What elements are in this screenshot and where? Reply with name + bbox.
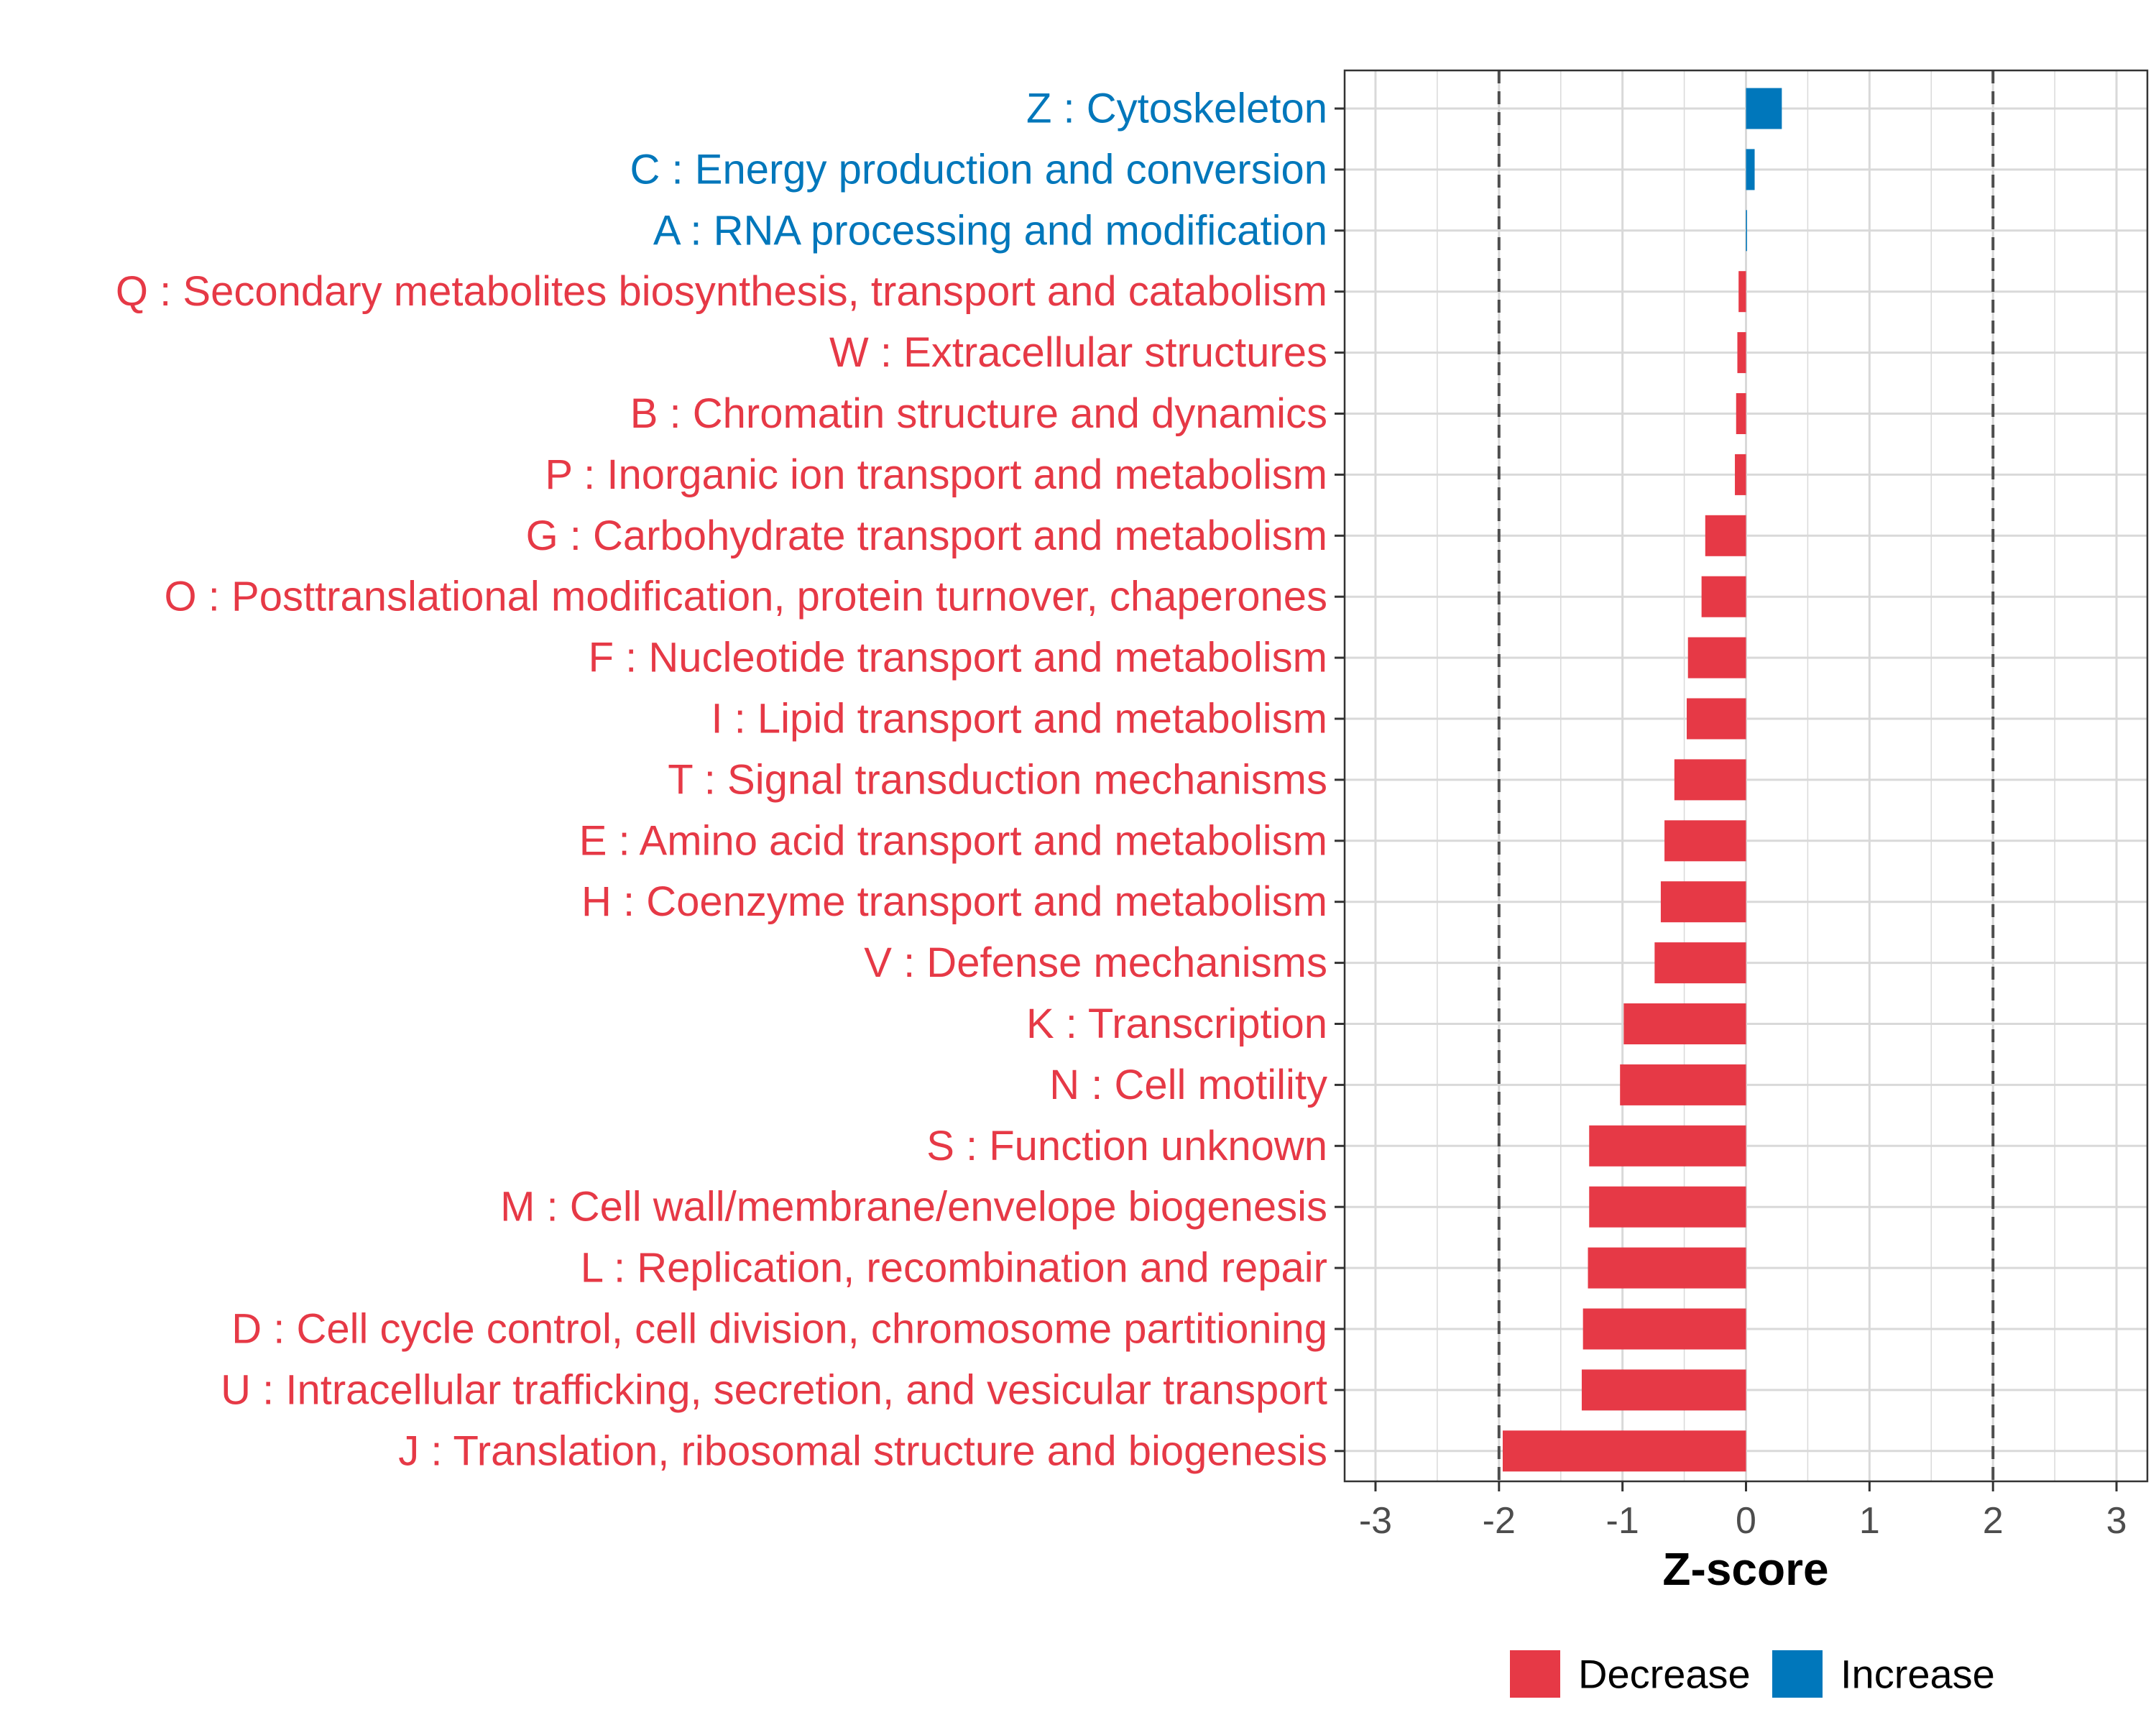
- category-label: L : Replication, recombination and repai…: [581, 1245, 1327, 1292]
- x-tick-label: 1: [1859, 1500, 1880, 1542]
- category-label: F : Nucleotide transport and metabolism: [589, 635, 1327, 681]
- bar: [1589, 1125, 1746, 1167]
- x-axis-title: Z-score: [1662, 1543, 1828, 1595]
- bar: [1583, 1308, 1746, 1350]
- bar: [1620, 1064, 1746, 1105]
- legend: Decrease Increase: [1510, 1650, 1995, 1698]
- category-label: Z : Cytoskeleton: [1026, 86, 1327, 132]
- category-label: U : Intracellular trafficking, secretion…: [221, 1366, 1327, 1413]
- bar: [1746, 210, 1747, 252]
- bar: [1623, 1003, 1746, 1044]
- x-tick-label: 0: [1736, 1500, 1756, 1542]
- category-label: J : Translation, ribosomal structure and…: [398, 1427, 1327, 1474]
- x-tick-label: 3: [2106, 1500, 2127, 1542]
- category-label: V : Defense mechanisms: [864, 939, 1327, 986]
- bar: [1502, 1430, 1746, 1472]
- category-label: Q : Secondary metabolites biosynthesis, …: [116, 268, 1327, 315]
- category-label: C : Energy production and conversion: [630, 146, 1327, 193]
- category-label: B : Chromatin structure and dynamics: [630, 390, 1327, 437]
- legend-swatch: [1772, 1650, 1823, 1698]
- category-label: A : RNA processing and modification: [653, 207, 1327, 254]
- category-label: G : Carbohydrate transport and metabolis…: [526, 512, 1327, 559]
- bar: [1735, 454, 1746, 495]
- x-axis-ticks: -3 -2 -1 0 1 2 3: [1359, 1481, 2127, 1542]
- category-label: N : Cell motility: [1049, 1062, 1327, 1108]
- bar: [1664, 820, 1746, 862]
- category-label: T : Signal transduction mechanisms: [668, 756, 1327, 803]
- bar: [1660, 881, 1746, 923]
- category-label: K : Transcription: [1026, 1000, 1327, 1047]
- bar: [1738, 271, 1746, 313]
- reference-lines: [1497, 70, 1995, 1481]
- legend-swatch: [1510, 1650, 1560, 1698]
- x-tick-label: 2: [1983, 1500, 2004, 1542]
- bar: [1746, 88, 1782, 129]
- category-label: E : Amino acid transport and metabolism: [579, 817, 1327, 864]
- category-label: S : Function unknown: [926, 1123, 1327, 1169]
- bar: [1654, 942, 1746, 984]
- bar: [1588, 1247, 1746, 1289]
- bar: [1736, 393, 1746, 434]
- bar: [1687, 698, 1746, 740]
- category-label: W : Extracellular structures: [829, 329, 1327, 376]
- bar: [1705, 515, 1746, 556]
- bar: [1581, 1369, 1746, 1411]
- bar: [1589, 1186, 1746, 1228]
- category-label: M : Cell wall/membrane/envelope biogenes…: [500, 1184, 1327, 1230]
- category-label: P : Inorganic ion transport and metaboli…: [545, 451, 1327, 498]
- category-label: D : Cell cycle control, cell division, c…: [231, 1306, 1327, 1353]
- legend-label: Increase: [1841, 1652, 1995, 1697]
- bar: [1737, 332, 1746, 374]
- category-label: H : Coenzyme transport and metabolism: [581, 878, 1327, 925]
- category-labels: Z : Cytoskeleton C : Energy production an…: [116, 86, 1345, 1474]
- category-label: O : Posttranslational modification, prot…: [165, 574, 1327, 620]
- x-tick-label: -3: [1359, 1500, 1392, 1542]
- bar: [1746, 149, 1755, 190]
- legend-label: Decrease: [1578, 1652, 1751, 1697]
- bar: [1674, 759, 1746, 801]
- x-tick-label: -1: [1606, 1500, 1639, 1542]
- bars: [1502, 88, 1782, 1472]
- x-tick-label: -2: [1483, 1500, 1516, 1542]
- bar: [1687, 637, 1746, 678]
- category-label: I : Lipid transport and metabolism: [711, 696, 1327, 742]
- bar: [1701, 576, 1746, 617]
